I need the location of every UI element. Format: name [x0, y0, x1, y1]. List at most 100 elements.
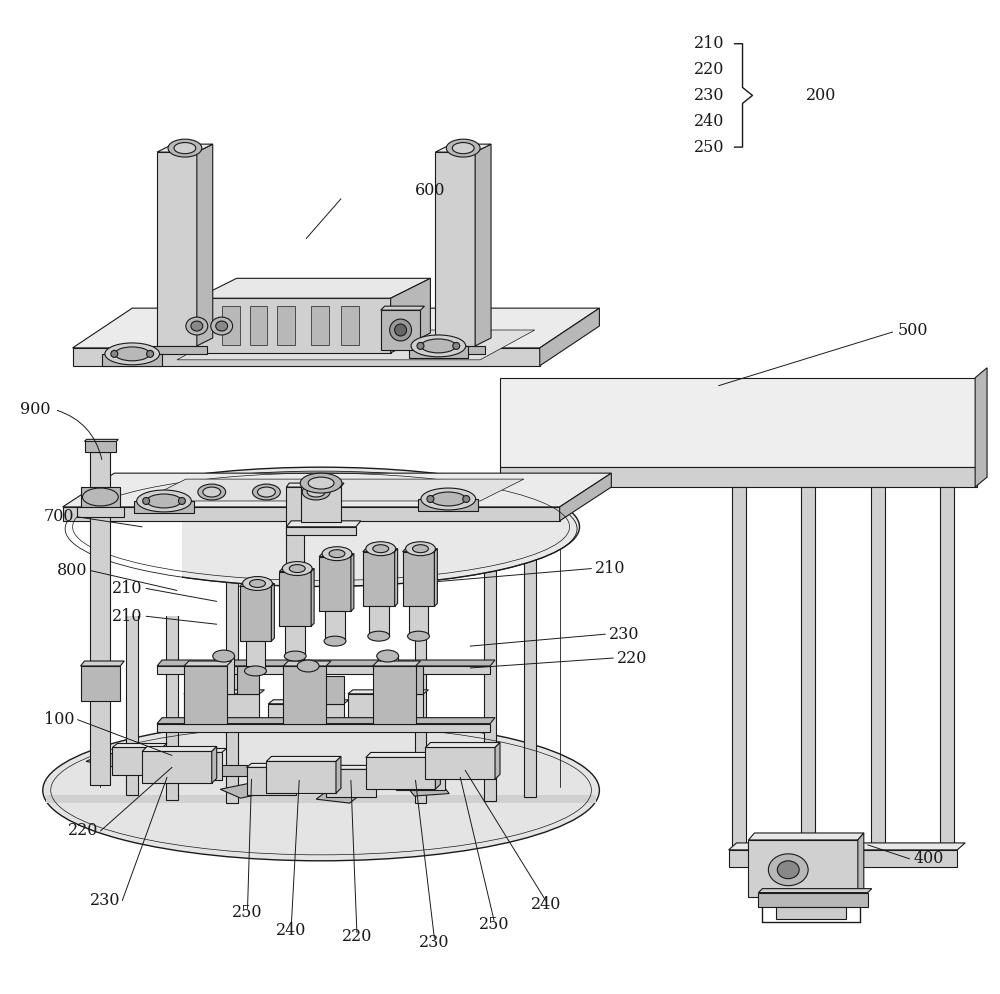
Ellipse shape — [329, 550, 345, 558]
Polygon shape — [90, 452, 110, 487]
Polygon shape — [321, 676, 344, 704]
Polygon shape — [184, 694, 259, 718]
Polygon shape — [319, 557, 351, 611]
Polygon shape — [435, 752, 440, 789]
Text: 600: 600 — [415, 182, 446, 200]
Polygon shape — [409, 606, 428, 636]
Ellipse shape — [373, 545, 389, 553]
Ellipse shape — [300, 473, 342, 493]
Polygon shape — [166, 532, 178, 800]
Polygon shape — [729, 843, 965, 850]
Polygon shape — [172, 748, 227, 752]
Polygon shape — [425, 747, 495, 779]
Polygon shape — [396, 758, 450, 762]
Polygon shape — [266, 756, 341, 761]
Polygon shape — [247, 763, 301, 767]
Polygon shape — [172, 752, 222, 780]
Polygon shape — [326, 769, 376, 797]
Polygon shape — [81, 661, 124, 666]
Polygon shape — [240, 586, 271, 641]
Ellipse shape — [366, 542, 396, 556]
Polygon shape — [366, 752, 440, 757]
Ellipse shape — [178, 498, 185, 505]
Ellipse shape — [147, 350, 154, 358]
Polygon shape — [434, 549, 437, 606]
Polygon shape — [425, 346, 485, 354]
Ellipse shape — [768, 854, 808, 886]
Polygon shape — [271, 583, 274, 641]
Text: 250: 250 — [479, 915, 509, 933]
Polygon shape — [403, 549, 437, 552]
Ellipse shape — [245, 666, 266, 676]
Polygon shape — [77, 507, 124, 517]
Ellipse shape — [431, 492, 466, 506]
Polygon shape — [177, 330, 535, 360]
Polygon shape — [157, 724, 490, 732]
Polygon shape — [316, 771, 386, 803]
Polygon shape — [157, 660, 495, 666]
Text: 900: 900 — [20, 401, 51, 418]
Polygon shape — [197, 278, 430, 298]
Text: 500: 500 — [898, 321, 928, 339]
Text: 210: 210 — [112, 607, 142, 625]
Polygon shape — [268, 700, 349, 704]
Polygon shape — [279, 572, 311, 626]
Polygon shape — [112, 744, 167, 747]
Polygon shape — [500, 378, 977, 467]
Polygon shape — [348, 694, 423, 718]
Text: 400: 400 — [914, 850, 944, 868]
Ellipse shape — [216, 321, 228, 331]
Polygon shape — [63, 473, 611, 507]
Polygon shape — [237, 666, 259, 694]
Polygon shape — [220, 772, 323, 798]
Polygon shape — [403, 552, 434, 606]
Text: 210: 210 — [595, 560, 626, 578]
Polygon shape — [871, 487, 885, 865]
Ellipse shape — [297, 660, 319, 672]
Ellipse shape — [252, 484, 280, 500]
Polygon shape — [85, 441, 116, 452]
Polygon shape — [286, 483, 307, 487]
Ellipse shape — [390, 319, 412, 341]
Ellipse shape — [289, 565, 305, 573]
Text: 220: 220 — [617, 649, 648, 667]
Ellipse shape — [105, 343, 160, 365]
Polygon shape — [90, 487, 110, 785]
Polygon shape — [475, 144, 491, 346]
Ellipse shape — [63, 467, 580, 586]
Polygon shape — [373, 661, 420, 666]
Polygon shape — [246, 641, 265, 671]
Ellipse shape — [198, 484, 226, 500]
Ellipse shape — [427, 496, 434, 503]
Polygon shape — [212, 746, 217, 783]
Polygon shape — [147, 765, 247, 775]
Polygon shape — [283, 661, 331, 666]
Text: 220: 220 — [68, 822, 98, 840]
Ellipse shape — [83, 488, 118, 506]
Polygon shape — [247, 767, 296, 795]
Polygon shape — [319, 554, 354, 557]
Text: 230: 230 — [419, 933, 450, 951]
Text: 240: 240 — [531, 896, 561, 913]
Ellipse shape — [421, 488, 476, 510]
Polygon shape — [86, 752, 188, 778]
Text: 100: 100 — [44, 711, 75, 729]
Polygon shape — [184, 661, 232, 666]
Polygon shape — [184, 666, 227, 724]
Polygon shape — [266, 761, 336, 793]
Polygon shape — [46, 795, 596, 803]
Ellipse shape — [203, 487, 221, 497]
Polygon shape — [418, 499, 478, 511]
Ellipse shape — [302, 484, 330, 500]
Text: 240: 240 — [694, 112, 725, 130]
Polygon shape — [157, 152, 197, 346]
Polygon shape — [776, 907, 846, 919]
Polygon shape — [758, 889, 872, 893]
Polygon shape — [197, 298, 391, 353]
Polygon shape — [63, 507, 560, 521]
Polygon shape — [157, 718, 495, 724]
Polygon shape — [758, 893, 868, 907]
Polygon shape — [286, 527, 356, 535]
Polygon shape — [285, 626, 305, 656]
Polygon shape — [381, 306, 424, 310]
